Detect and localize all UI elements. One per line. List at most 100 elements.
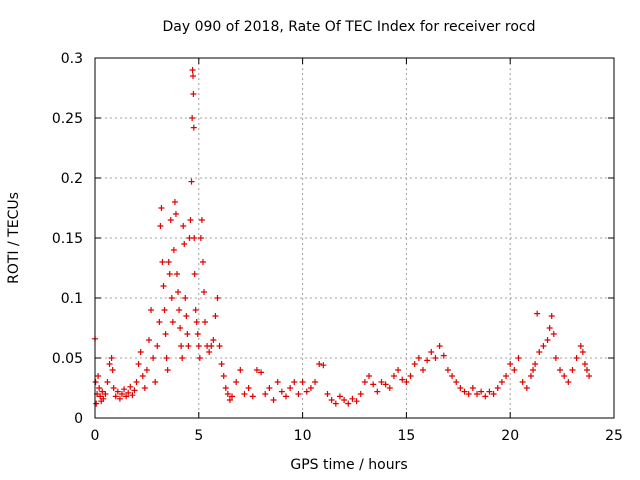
data-point — [220, 373, 227, 379]
data-point — [532, 361, 539, 367]
x-tick-label: 20 — [501, 428, 519, 444]
data-point — [166, 271, 173, 277]
data-point — [224, 391, 231, 397]
data-point — [190, 124, 197, 131]
data-point — [131, 387, 138, 394]
y-axis-title: ROTI / TECUs — [6, 192, 22, 284]
data-point — [303, 388, 310, 395]
data-point — [361, 379, 368, 385]
data-point — [176, 307, 183, 313]
data-point — [180, 223, 187, 229]
data-point — [179, 355, 186, 361]
x-tick-label: 10 — [294, 428, 312, 444]
data-point — [548, 313, 555, 319]
data-point — [428, 349, 435, 355]
data-point — [160, 283, 167, 289]
data-point — [184, 331, 191, 337]
data-point — [139, 373, 146, 379]
data-point — [415, 355, 422, 361]
data-point — [135, 361, 142, 367]
data-point — [137, 349, 144, 355]
data-point — [258, 369, 265, 376]
data-point — [171, 199, 178, 205]
data-point — [295, 391, 302, 397]
data-point — [503, 373, 510, 379]
data-point — [299, 379, 306, 385]
data-point — [183, 313, 190, 319]
data-point — [552, 355, 559, 361]
data-point — [527, 373, 534, 379]
axis-layer: 0 5 10 15 20 25 0 0.05 0.1 0.15 0.2 0.25 0.3 — [52, 51, 623, 444]
data-point — [118, 391, 125, 397]
data-point — [104, 379, 111, 385]
data-point — [577, 343, 584, 349]
data-point — [189, 73, 196, 79]
data-point — [116, 395, 123, 402]
data-point — [473, 391, 480, 397]
data-point — [486, 388, 493, 395]
data-point — [581, 361, 588, 367]
data-point — [469, 385, 476, 391]
data-point — [159, 259, 166, 265]
data-point — [194, 331, 201, 337]
data-point — [291, 379, 298, 385]
x-axis-title: GPS time / hours — [290, 457, 407, 473]
data-point — [196, 355, 203, 361]
data-point — [212, 313, 219, 319]
data-point — [121, 386, 128, 393]
data-point — [584, 367, 591, 373]
data-point — [112, 393, 119, 400]
data-point — [108, 355, 115, 361]
data-point — [93, 400, 100, 407]
data-point — [565, 379, 572, 385]
data-point — [177, 325, 184, 331]
data-point — [161, 307, 168, 313]
data-point — [399, 376, 406, 383]
data-point — [307, 385, 314, 391]
data-point — [274, 379, 281, 385]
data-point — [328, 397, 335, 403]
data-point — [461, 388, 468, 395]
data-point — [125, 389, 132, 396]
data-point — [143, 367, 150, 373]
data-point — [287, 385, 294, 391]
x-tick-label: 5 — [194, 428, 203, 444]
data-point — [245, 385, 252, 391]
data-point — [206, 349, 213, 355]
data-point — [92, 379, 99, 385]
data-point — [226, 397, 233, 403]
data-point — [188, 178, 195, 185]
data-point — [129, 392, 136, 399]
data-point — [249, 393, 256, 400]
data-point — [465, 391, 472, 397]
chart-title: Day 090 of 2018, Rate Of TEC Index for r… — [163, 19, 536, 35]
data-point — [123, 393, 130, 400]
data-point — [386, 385, 393, 391]
data-point — [550, 331, 557, 337]
data-point — [507, 361, 514, 367]
data-point — [519, 379, 526, 385]
data-point — [190, 91, 197, 97]
data-point — [164, 367, 171, 373]
data-point — [390, 373, 397, 379]
data-point — [167, 217, 174, 223]
data-point — [282, 393, 289, 400]
data-point — [216, 343, 223, 349]
data-point — [557, 367, 564, 373]
data-point — [349, 395, 356, 402]
data-point — [193, 319, 200, 325]
data-point — [482, 393, 489, 400]
data-point — [494, 385, 501, 391]
data-point — [420, 367, 427, 373]
data-point — [453, 379, 460, 385]
x-tick-label: 0 — [91, 428, 100, 444]
data-point — [490, 391, 497, 397]
data-point — [366, 373, 373, 379]
data-point — [152, 379, 159, 385]
data-point — [200, 289, 207, 295]
data-point — [233, 379, 240, 385]
data-point — [214, 295, 221, 301]
data-point — [102, 391, 109, 397]
data-point — [192, 307, 199, 313]
data-point — [370, 381, 377, 388]
